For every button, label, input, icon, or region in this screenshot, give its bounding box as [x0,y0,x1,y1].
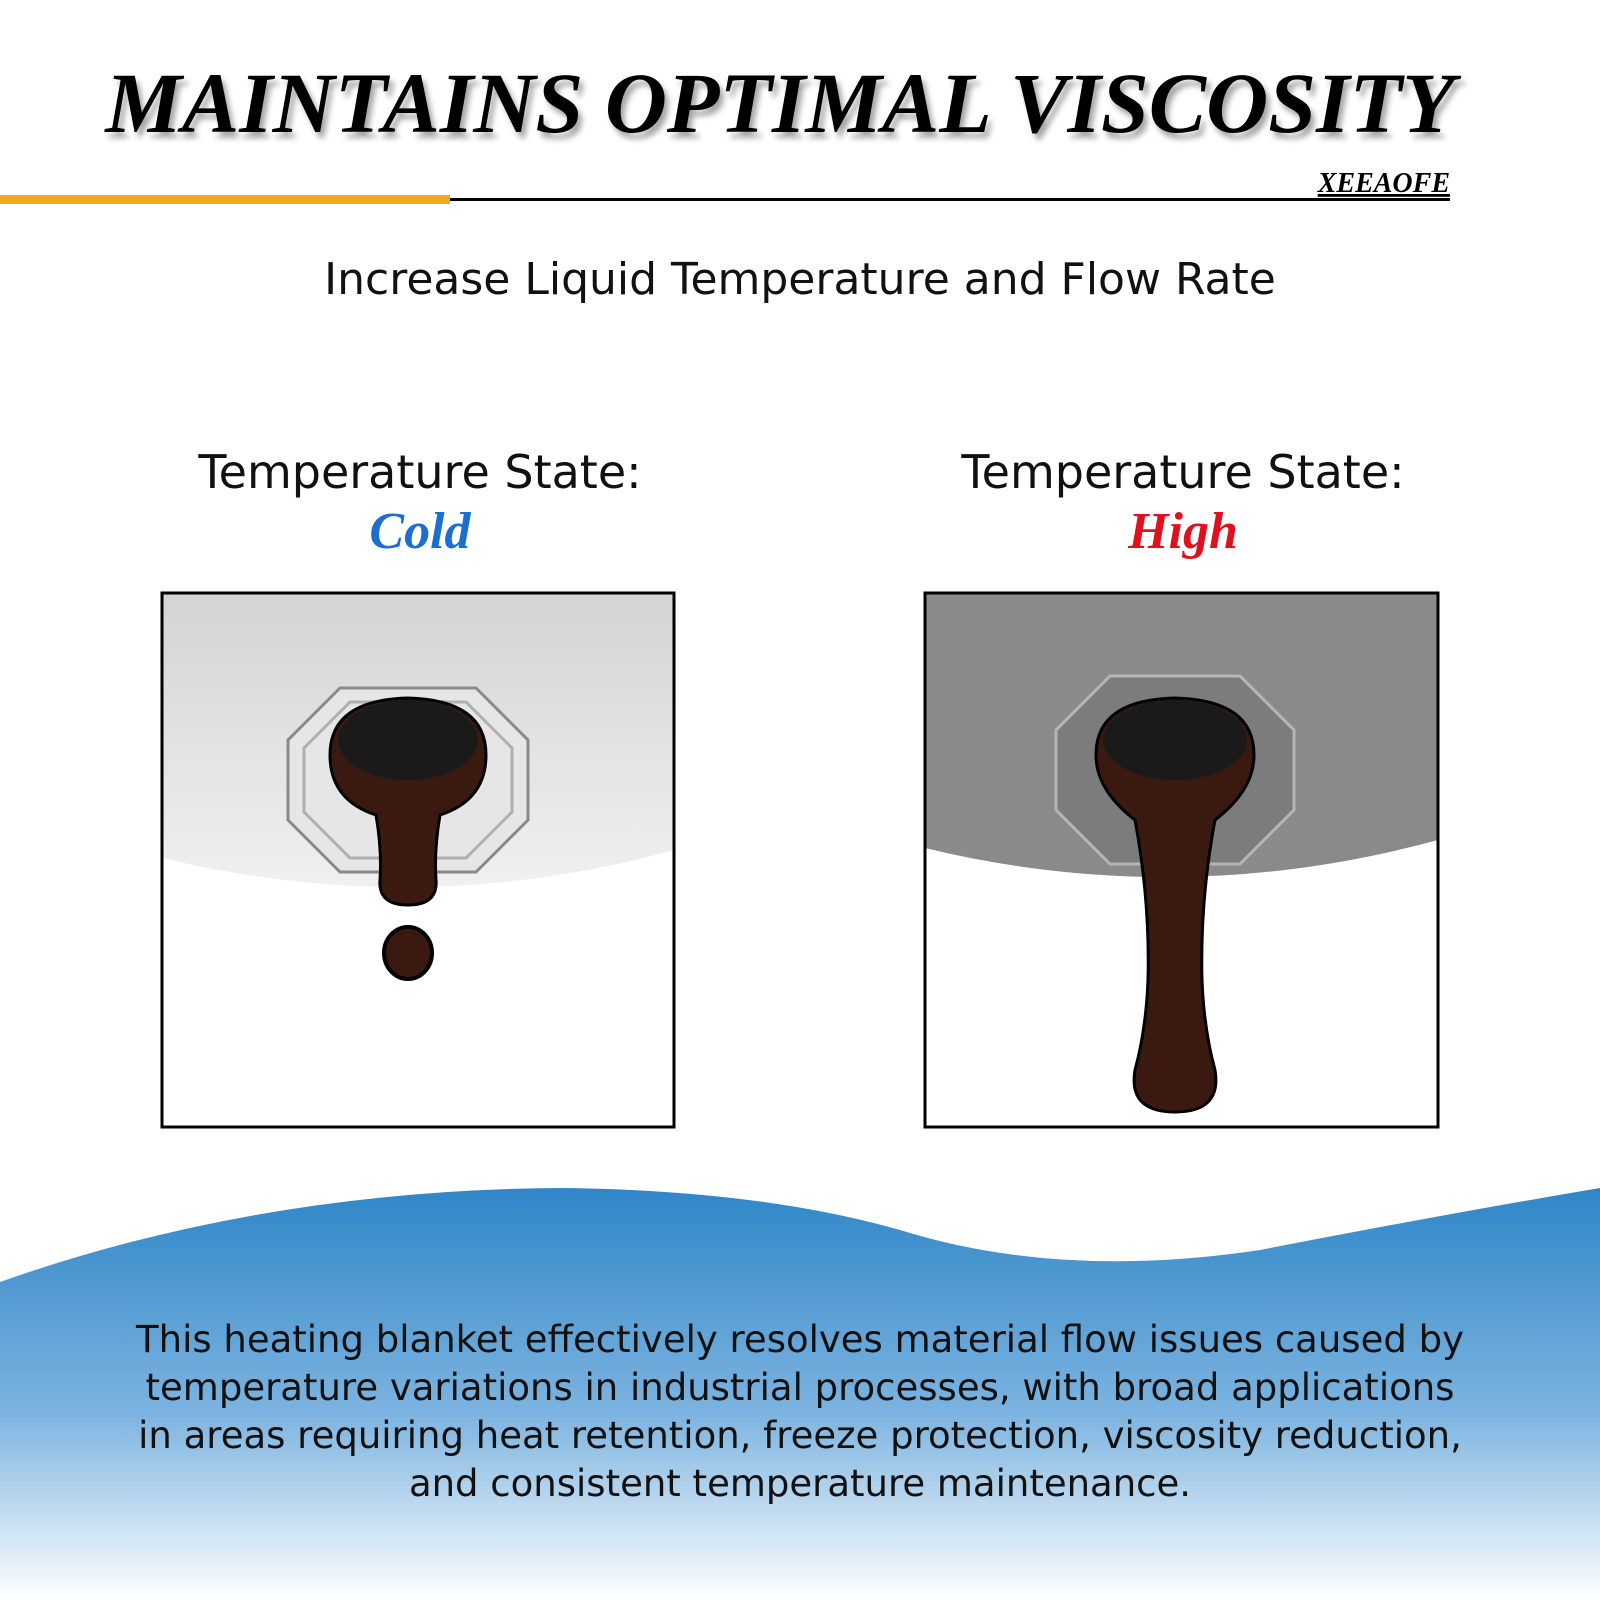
panel-label: Temperature State: [960,445,1404,499]
wave [0,1188,1600,1600]
footer-line: This heating blanket effectively resolve… [135,1318,1464,1361]
cold-illustration [160,591,676,1129]
footer-line: in areas requiring heat retention, freez… [138,1414,1462,1457]
brand: XEEAOFE [1317,168,1450,199]
footer-line: temperature variations in industrial pro… [146,1366,1455,1409]
high-illustration [923,591,1440,1129]
accent-bar [0,195,450,204]
panel-label: Temperature State: [197,445,641,499]
panel-state: Cold [369,503,471,560]
rule [450,198,1450,201]
panel-state: High [1127,503,1238,560]
subtitle: Increase Liquid Temperature and Flow Rat… [324,254,1276,305]
title: MAINTAINS OPTIMAL VISCOSITY [103,55,1462,151]
footer-line: and consistent temperature maintenance. [409,1462,1191,1505]
